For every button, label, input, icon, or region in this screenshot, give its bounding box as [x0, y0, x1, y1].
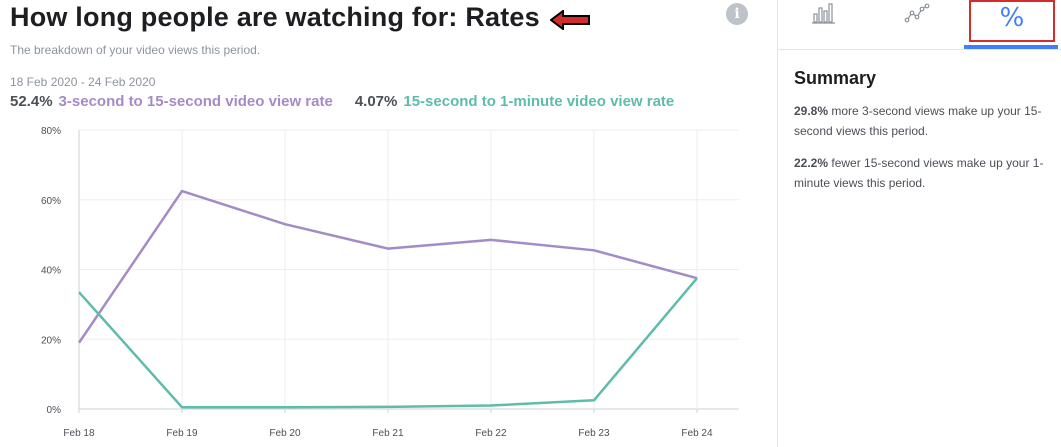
info-icon[interactable]: i [726, 3, 748, 25]
y-tick-label: 20% [41, 335, 61, 346]
x-tick-label: Feb 23 [578, 428, 610, 439]
x-tick-label: Feb 24 [681, 428, 713, 439]
summary-item-2: 22.2% fewer 15-second views make up your… [794, 153, 1054, 193]
summary-item-1: 29.8% more 3-second views make up your 1… [794, 101, 1054, 141]
summary-text-2: fewer 15-second views make up your 1-min… [794, 156, 1044, 190]
active-tab-indicator [964, 45, 1058, 49]
percent-icon: % [999, 3, 1025, 33]
summary-title: Summary [794, 68, 877, 88]
metric-value-1: 52.4% [10, 93, 53, 110]
summary-highlight-1: 29.8% [794, 104, 829, 118]
tab-trend[interactable] [870, 0, 960, 47]
red-arrow-annotation-icon [550, 10, 590, 30]
metric-label-2: 15-second to 1-minute video view rate [403, 93, 675, 110]
x-tick-label: Feb 22 [475, 428, 507, 439]
page-title: How long people are watching for: Rates [10, 2, 540, 32]
y-tick-label: 40% [41, 266, 61, 277]
page-subtitle: The breakdown of your video views this p… [10, 43, 261, 57]
y-tick-label: 80% [41, 126, 61, 137]
tab-percent[interactable]: % [969, 0, 1055, 42]
x-tick-label: Feb 18 [63, 428, 95, 439]
x-tick-label: Feb 20 [269, 428, 301, 439]
x-tick-label: Feb 19 [166, 428, 198, 439]
metrics-row: 52.4% 3-second to 15-second video view r… [10, 93, 674, 110]
main-panel: How long people are watching for: Rates … [10, 2, 748, 439]
summary-highlight-2: 22.2% [794, 156, 829, 170]
y-tick-label: 0% [47, 405, 62, 416]
trend-icon [904, 3, 930, 23]
chart-type-tabs: % [778, 0, 1061, 50]
bar-chart-icon [812, 3, 835, 24]
metric-label-1: 3-second to 15-second video view rate [58, 93, 333, 110]
line-chart: 0% 20% 40% 60% 80% Feb 18 Feb 19 Feb 20 Feb 21 Fe… [41, 126, 739, 439]
x-tick-label: Feb 21 [372, 428, 404, 439]
tab-bar-chart[interactable] [778, 0, 868, 47]
summary-text-1: more 3-second views make up your 15-seco… [794, 104, 1042, 138]
y-tick-label: 60% [41, 196, 61, 207]
date-range: 18 Feb 2020 - 24 Feb 2020 [10, 75, 156, 89]
sidebar: % Summary 29.8% more 3-second views make… [777, 0, 1061, 447]
metric-value-2: 4.07% [354, 93, 398, 110]
